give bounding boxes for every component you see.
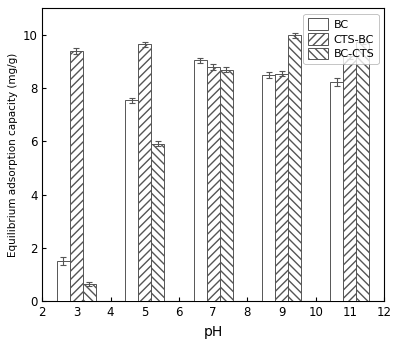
Legend: BC, CTS-BC, BC-CTS: BC, CTS-BC, BC-CTS xyxy=(304,14,379,64)
Bar xyxy=(138,44,151,301)
Bar xyxy=(151,144,164,301)
Bar xyxy=(194,60,207,301)
Bar xyxy=(356,42,370,301)
Bar xyxy=(220,70,233,301)
Bar xyxy=(330,82,344,301)
Bar xyxy=(262,75,275,301)
Bar xyxy=(207,67,220,301)
Bar xyxy=(70,51,83,301)
X-axis label: pH: pH xyxy=(204,325,223,339)
Bar xyxy=(125,100,138,301)
Bar xyxy=(344,56,356,301)
Bar xyxy=(275,74,288,301)
Y-axis label: Equilibrium adsorption capacity (mg/g): Equilibrium adsorption capacity (mg/g) xyxy=(8,53,18,257)
Bar xyxy=(83,284,96,301)
Bar xyxy=(57,261,70,301)
Bar xyxy=(288,35,301,301)
